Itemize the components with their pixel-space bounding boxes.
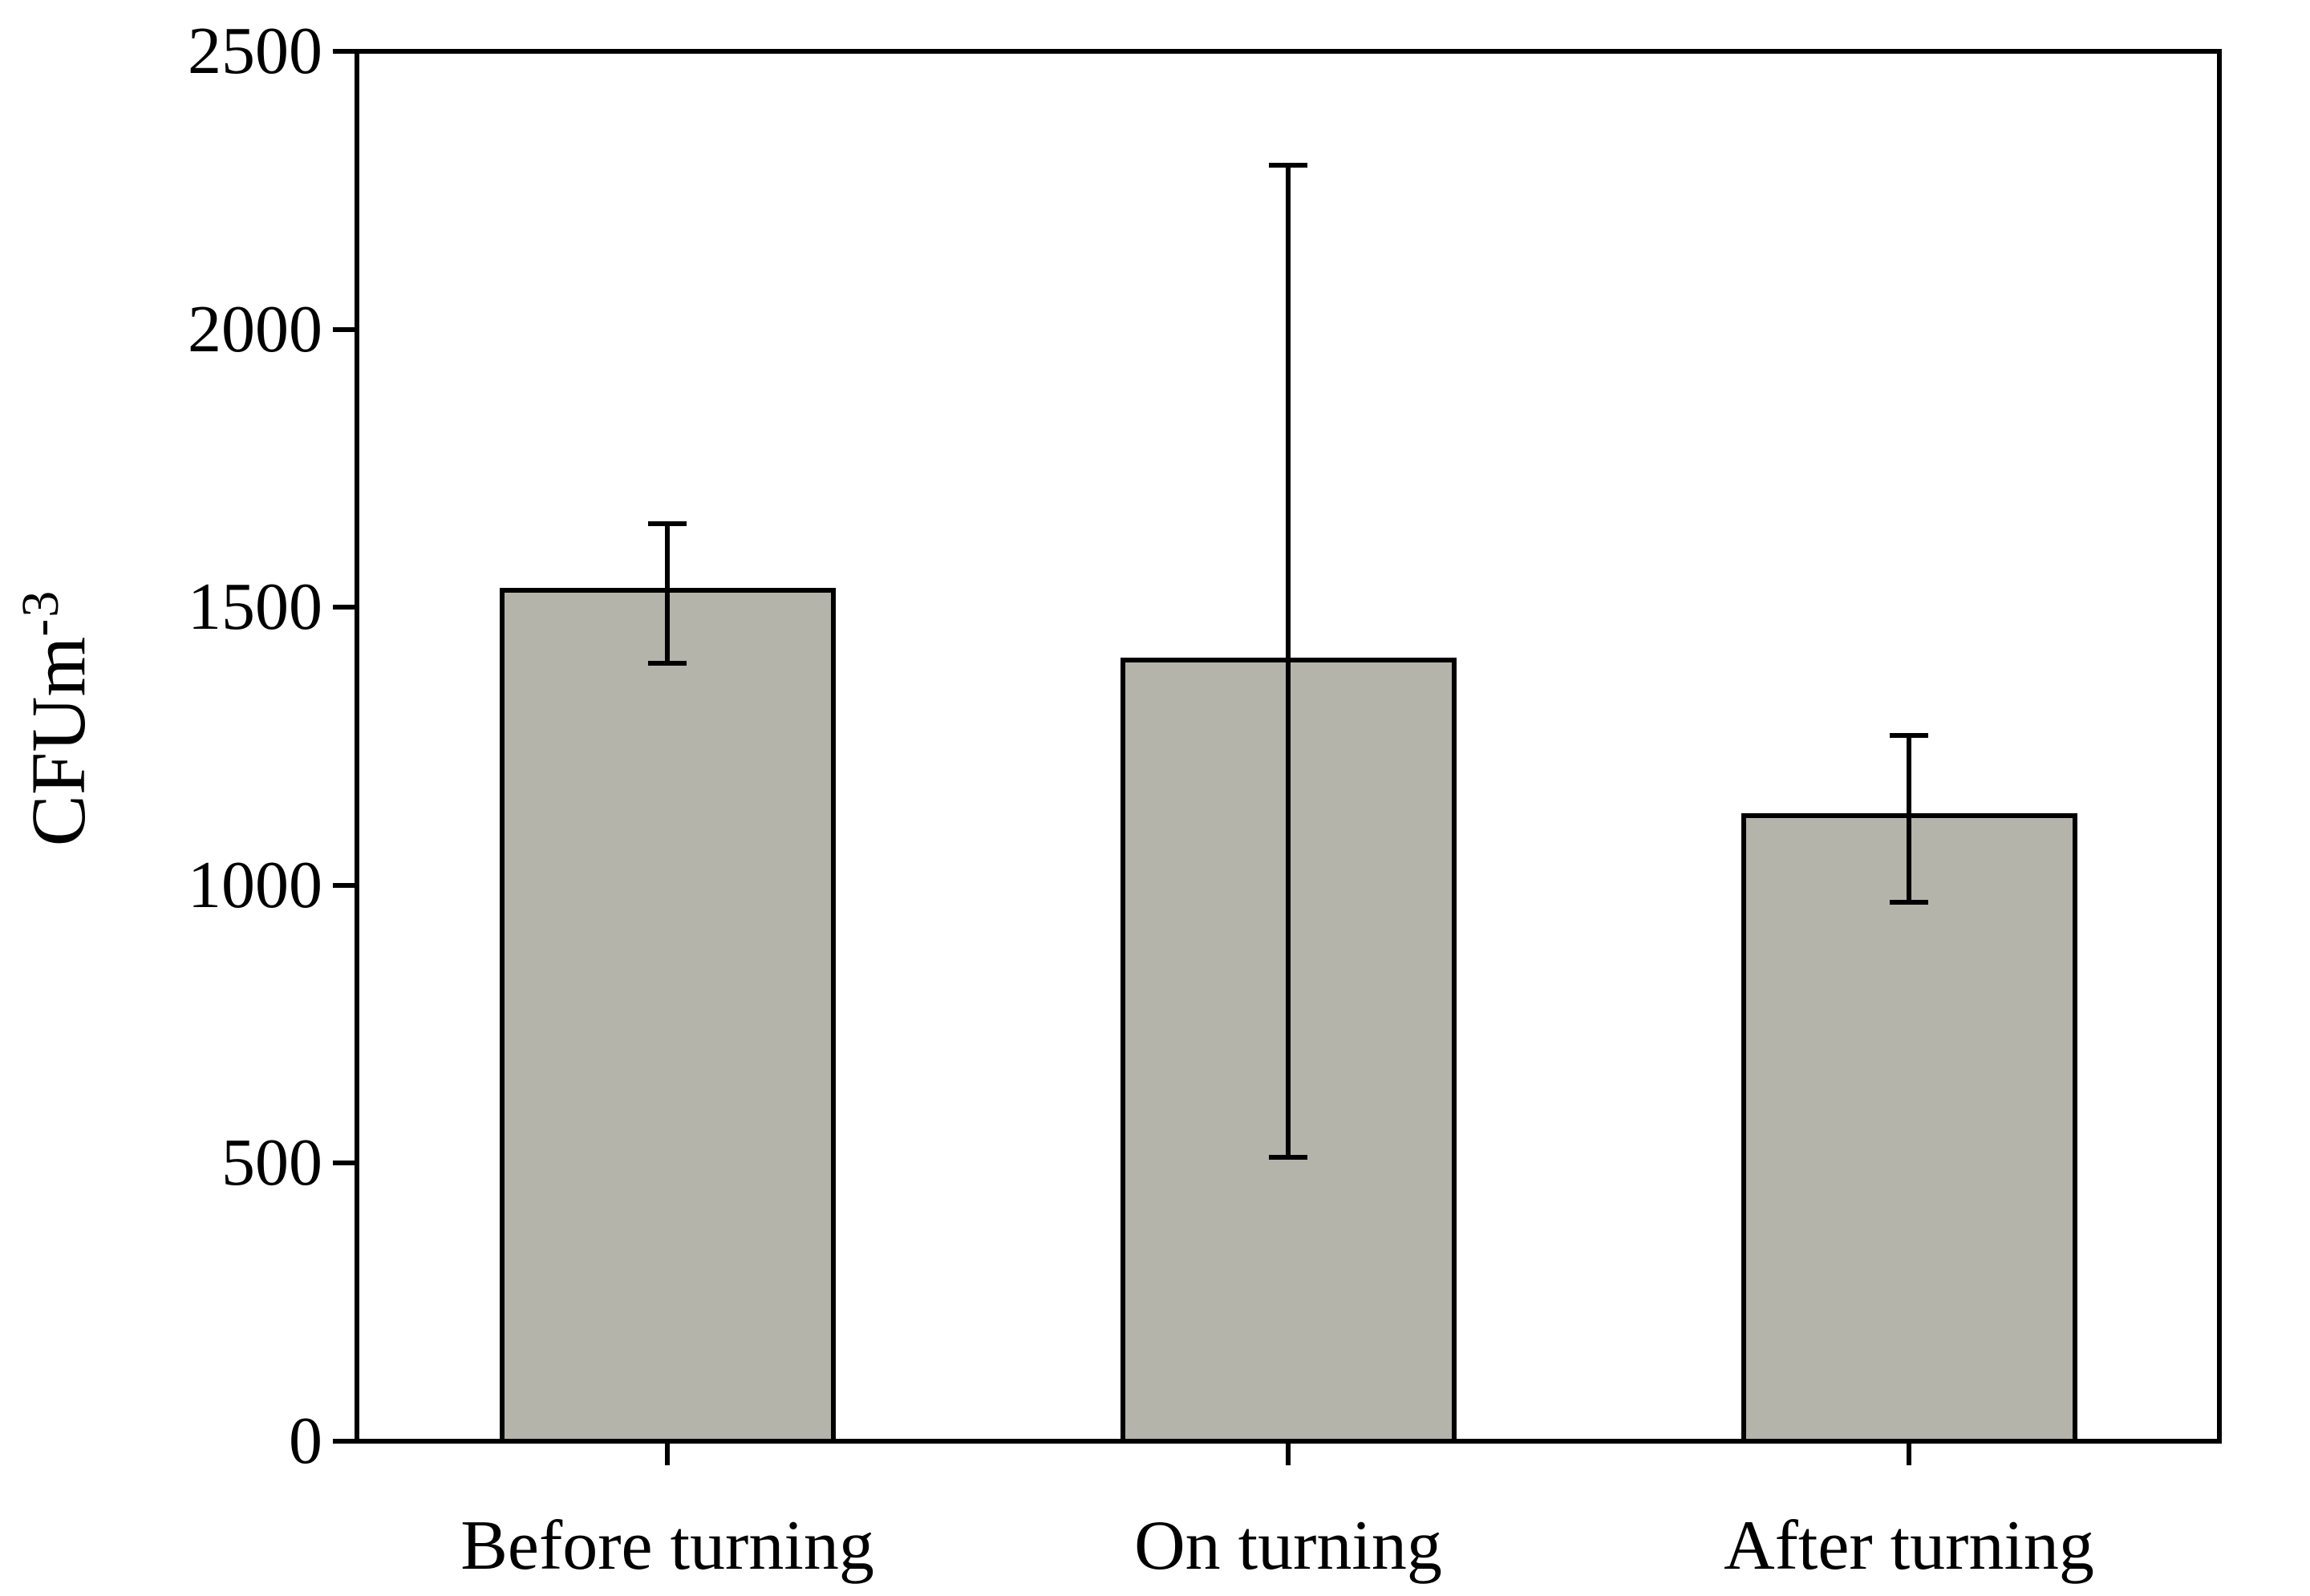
x-category-label: After turning [1724, 1507, 2094, 1585]
x-category-label: Before turning [460, 1507, 874, 1585]
error-bar-top-cap [648, 521, 687, 527]
y-tick-label: 500 [221, 1125, 322, 1201]
error-bar-bottom-cap [1269, 1155, 1307, 1161]
bar [1741, 813, 2077, 1444]
error-bar-line [665, 524, 670, 663]
y-tick-label: 1000 [188, 847, 322, 922]
y-tick-mark [333, 882, 355, 888]
error-bar-top-cap [1269, 163, 1307, 168]
x-tick-mark [1907, 1444, 1911, 1465]
x-tick-mark [1286, 1444, 1291, 1465]
error-bar-bottom-cap [1890, 899, 1928, 905]
y-tick-mark [333, 49, 355, 54]
error-bar-top-cap [1890, 732, 1928, 738]
y-axis-title-base: CFUm [15, 636, 101, 847]
error-bar-bottom-cap [648, 660, 687, 666]
y-tick-label: 2000 [188, 291, 322, 367]
y-tick-mark [333, 1439, 355, 1444]
y-tick-label: 2500 [188, 14, 322, 88]
x-tick-mark [665, 1444, 670, 1465]
y-tick-mark [333, 1161, 355, 1166]
x-category-label: On turning [1134, 1507, 1442, 1585]
error-bar-line [1907, 735, 1911, 902]
y-tick-mark [333, 605, 355, 610]
y-tick-label: 0 [289, 1404, 322, 1478]
error-bar-line [1286, 165, 1291, 1158]
bar [499, 588, 836, 1444]
y-tick-label: 1500 [188, 569, 322, 645]
y-tick-mark [333, 326, 355, 332]
y-axis-title-exponent: -3 [11, 589, 70, 637]
